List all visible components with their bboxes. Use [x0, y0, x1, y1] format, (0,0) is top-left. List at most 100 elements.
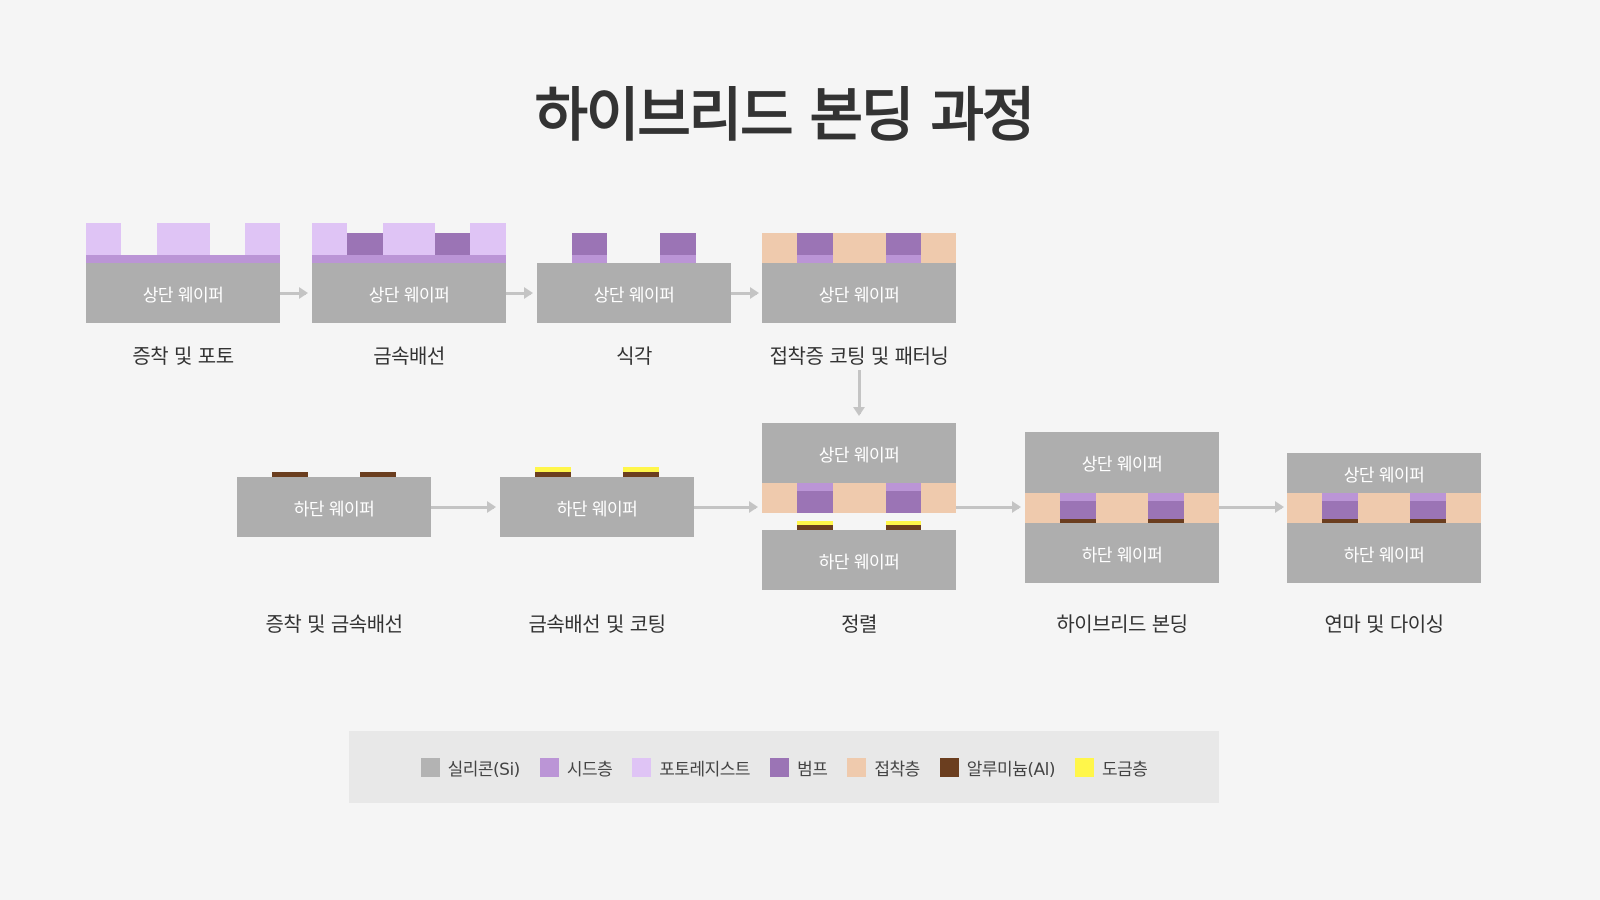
- bump: [886, 233, 921, 255]
- bump: [797, 233, 833, 255]
- plating-layer: [797, 521, 833, 525]
- top-wafer: 상단 웨이퍼: [312, 263, 506, 323]
- bottom-wafer: 하단 웨이퍼: [500, 477, 694, 537]
- seed-layer: [1410, 493, 1446, 501]
- seed-layer: [1060, 493, 1096, 501]
- seed-layer: [1148, 493, 1184, 501]
- arrow-right-icon: [506, 287, 533, 299]
- bump: [347, 233, 383, 255]
- seed-layer: [797, 255, 833, 263]
- photoresist: [86, 223, 121, 255]
- photoresist: [312, 223, 347, 255]
- seed-layer: [86, 255, 280, 263]
- legend-item-seed: 시드층: [539, 755, 613, 780]
- bump: [435, 233, 470, 255]
- bump: [797, 491, 833, 513]
- bottom-wafer: 하단 웨이퍼: [1025, 523, 1219, 583]
- aluminum-pad: [272, 472, 308, 477]
- legend-item-plating: 도금층: [1074, 755, 1148, 780]
- plating-layer: [886, 521, 921, 525]
- seed-layer: [1322, 493, 1358, 501]
- page-title: 하이브리드 본딩 과정: [534, 81, 1036, 149]
- aluminum-pad: [1148, 519, 1184, 523]
- legend-swatch: [632, 757, 652, 777]
- adhesive-layer: [762, 233, 956, 263]
- arrow-down-icon: [853, 370, 865, 416]
- step-label: 정렬: [841, 612, 877, 636]
- photoresist: [470, 223, 506, 255]
- legend-item-adhesive: 접착층: [847, 755, 920, 780]
- aluminum-pad: [1410, 519, 1446, 523]
- bump: [1322, 501, 1358, 519]
- seed-layer: [312, 255, 506, 263]
- aluminum-pad: [360, 472, 396, 477]
- aluminum-pad: [1322, 519, 1358, 523]
- bottom-wafer: 하단 웨이퍼: [237, 477, 431, 537]
- bump: [1060, 501, 1096, 519]
- aluminum-pad: [1060, 519, 1096, 523]
- photoresist: [157, 223, 210, 255]
- top-wafer: 상단 웨이퍼: [537, 263, 731, 323]
- bottom-wafer: 하단 웨이퍼: [762, 530, 956, 590]
- aluminum-pad: [623, 472, 659, 477]
- adhesive-layer: [1287, 493, 1481, 523]
- arrow-right-icon: [431, 501, 496, 513]
- seed-layer: [660, 255, 696, 263]
- photoresist: [383, 223, 435, 255]
- top-wafer: 상단 웨이퍼: [86, 263, 280, 323]
- seed-layer: [886, 255, 921, 263]
- arrow-right-icon: [280, 287, 308, 299]
- legend-label: 접착층: [874, 759, 920, 780]
- legend: 실리콘(Si) 시드층 포토레지스트 범프 접착층 알루미늄(Al) 도금층: [349, 731, 1219, 803]
- legend-swatch: [420, 757, 440, 777]
- legend-item-silicon: 실리콘(Si): [420, 755, 521, 780]
- seed-layer: [572, 255, 607, 263]
- arrow-right-icon: [731, 287, 759, 299]
- step-label: 접착증 코팅 및 패터닝: [769, 344, 949, 368]
- arrow-right-icon: [956, 501, 1021, 513]
- bump: [572, 233, 607, 255]
- adhesive-layer: [1025, 493, 1219, 523]
- bottom-wafer: 하단 웨이퍼: [1287, 523, 1481, 583]
- legend-label: 실리콘(Si): [447, 759, 521, 780]
- step-label: 금속배선 및 코팅: [528, 612, 666, 636]
- top-wafer: 상단 웨이퍼: [1287, 453, 1481, 493]
- bump: [660, 233, 696, 255]
- adhesive-layer: [762, 483, 956, 513]
- seed-layer: [797, 483, 833, 491]
- bump: [1148, 501, 1184, 519]
- bump: [1410, 501, 1446, 519]
- step-label: 식각: [616, 344, 652, 368]
- legend-label: 알루미늄(Al): [966, 759, 1056, 780]
- seed-layer: [886, 483, 921, 491]
- aluminum-pad: [797, 525, 833, 530]
- legend-swatch: [770, 757, 790, 777]
- arrow-right-icon: [694, 501, 758, 513]
- aluminum-pad: [886, 525, 921, 530]
- legend-label: 범프: [797, 759, 828, 780]
- legend-label: 포토레지스트: [659, 759, 751, 780]
- step-label: 금속배선: [373, 344, 445, 368]
- legend-label: 도금층: [1101, 759, 1148, 780]
- legend-swatch: [539, 757, 559, 777]
- legend-swatch: [847, 757, 867, 777]
- top-wafer: 상단 웨이퍼: [1025, 432, 1219, 493]
- step-label: 증착 및 금속배선: [265, 612, 403, 636]
- step-label: 증착 및 포토: [132, 344, 234, 368]
- bump: [886, 491, 921, 513]
- legend-item-bump: 범프: [770, 755, 828, 780]
- step-label: 하이브리드 본딩: [1056, 612, 1188, 636]
- legend-swatch: [1074, 757, 1094, 777]
- legend-item-photoresist: 포토레지스트: [632, 755, 751, 780]
- plating-layer: [623, 467, 659, 472]
- photoresist: [245, 223, 280, 255]
- arrow-right-icon: [1219, 501, 1284, 513]
- aluminum-pad: [535, 472, 571, 477]
- plating-layer: [535, 467, 571, 472]
- legend-swatch: [939, 757, 959, 777]
- step-label: 연마 및 다이싱: [1324, 612, 1444, 636]
- top-wafer: 상단 웨이퍼: [762, 423, 956, 483]
- legend-label: 시드층: [566, 759, 613, 780]
- legend-item-aluminum: 알루미늄(Al): [939, 755, 1056, 780]
- top-wafer: 상단 웨이퍼: [762, 263, 956, 323]
